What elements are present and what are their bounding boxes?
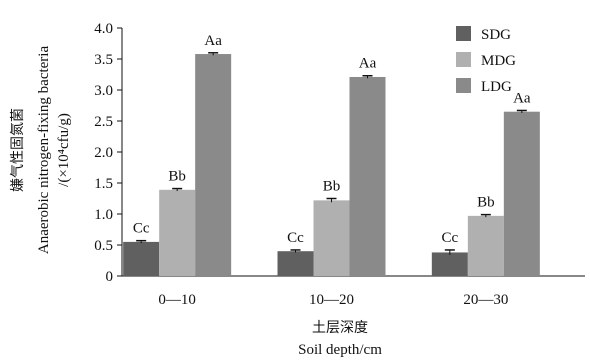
y-tick-label: 2.0: [94, 145, 113, 161]
significance-label: Aa: [359, 56, 377, 72]
x-tick-label: 10—20: [309, 292, 354, 308]
bar: [431, 252, 468, 276]
x-axis-title-en: Soil depth/cm: [298, 342, 382, 358]
bar: [277, 251, 314, 276]
x-tick-label: 20—30: [463, 292, 508, 308]
significance-label: Aa: [513, 90, 531, 106]
y-axis-title-en: Anaerobic nitrogen-fixing bacteria: [36, 46, 52, 255]
significance-label: Bb: [477, 195, 495, 211]
legend-label: SDG: [481, 27, 511, 43]
legend-swatch: [456, 26, 471, 41]
bar: [467, 215, 504, 276]
bar: [313, 200, 350, 276]
y-tick-label: 3.5: [94, 52, 113, 68]
bar: [159, 189, 196, 276]
x-axis-title-cn: 土层深度: [312, 320, 368, 336]
bar: [349, 76, 386, 276]
y-tick-label: 1.0: [94, 207, 113, 223]
y-axis-title-cn: 嫌气性固氮菌: [10, 108, 26, 192]
y-tick-label: 3.0: [94, 83, 113, 99]
bar: [123, 241, 160, 276]
significance-label: Cc: [133, 221, 150, 237]
y-axis-title-unit: /(×10⁴cfu/g): [56, 113, 72, 187]
legend: SDG MDG LDG: [456, 26, 516, 95]
bar: [195, 54, 232, 276]
significance-label: Cc: [287, 230, 304, 246]
y-tick-label: 2.5: [94, 114, 113, 130]
significance-label: Bb: [323, 179, 341, 195]
legend-label: LDG: [481, 79, 512, 95]
significance-label: Cc: [441, 230, 458, 246]
y-tick-label: 1.5: [94, 176, 113, 192]
legend-swatch: [456, 52, 471, 67]
y-tick-label: 0.5: [94, 238, 113, 254]
significance-label: Bb: [168, 169, 186, 185]
y-tick-label: 0: [106, 269, 114, 285]
bars: Cc Bb Aa Cc Bb Aa Cc Bb Aa: [123, 33, 540, 276]
legend-label: MDG: [481, 53, 516, 69]
bar: [503, 111, 540, 276]
x-tick-label: 0—10: [158, 292, 196, 308]
y-tick-label: 4.0: [94, 21, 113, 37]
significance-label: Aa: [204, 33, 222, 49]
y-axis: 0 0.5 1.0 1.5 2.0 2.5 3.0 3.5 4.0: [94, 21, 123, 285]
legend-swatch: [456, 78, 471, 93]
x-axis: 0—10 10—20 20—30: [122, 275, 585, 308]
